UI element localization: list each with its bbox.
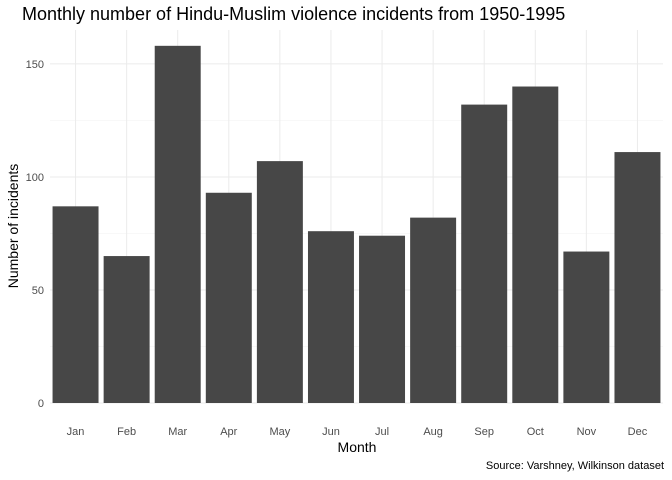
bar-dec bbox=[614, 152, 661, 403]
y-tick-label: 0 bbox=[38, 398, 44, 410]
x-tick-label: May bbox=[269, 426, 290, 438]
chart-title: Monthly number of Hindu-Muslim violence … bbox=[22, 4, 566, 24]
bar-jun bbox=[307, 231, 354, 403]
bar-sep bbox=[461, 104, 508, 403]
chart-caption: Source: Varshney, Wilkinson dataset bbox=[485, 460, 664, 472]
x-tick-label: Jan bbox=[67, 426, 85, 438]
x-axis-ticks: Jan Feb Mar Apr May Jun Jul Aug Sep Oct Nov Dec bbox=[67, 426, 648, 438]
bar-jul bbox=[359, 235, 406, 403]
x-tick-label: Jun bbox=[322, 426, 340, 438]
bar-nov bbox=[563, 251, 610, 403]
bars bbox=[52, 45, 661, 404]
bar-oct bbox=[512, 86, 559, 404]
bar-jan bbox=[52, 206, 99, 403]
x-tick-label: Aug bbox=[423, 426, 443, 438]
y-tick-label: 50 bbox=[32, 285, 44, 297]
bar-apr bbox=[205, 192, 252, 403]
y-axis-title: Number of incidents bbox=[5, 164, 21, 289]
x-tick-label: Feb bbox=[117, 426, 136, 438]
x-tick-label: Jul bbox=[375, 426, 389, 438]
x-axis-title: Month bbox=[338, 439, 377, 455]
bar-aug bbox=[410, 217, 457, 403]
y-tick-label: 100 bbox=[26, 172, 44, 184]
bar-may bbox=[256, 161, 303, 403]
y-tick-label: 150 bbox=[26, 59, 44, 71]
x-tick-label: Nov bbox=[577, 426, 597, 438]
bar-mar bbox=[154, 45, 201, 403]
y-axis-ticks: 0 50 100 150 bbox=[26, 59, 44, 410]
x-tick-label: Apr bbox=[220, 426, 237, 438]
bar-feb bbox=[103, 256, 150, 403]
x-tick-label: Dec bbox=[628, 426, 648, 438]
x-tick-label: Sep bbox=[474, 426, 494, 438]
x-tick-label: Mar bbox=[168, 426, 187, 438]
x-tick-label: Oct bbox=[527, 426, 544, 438]
